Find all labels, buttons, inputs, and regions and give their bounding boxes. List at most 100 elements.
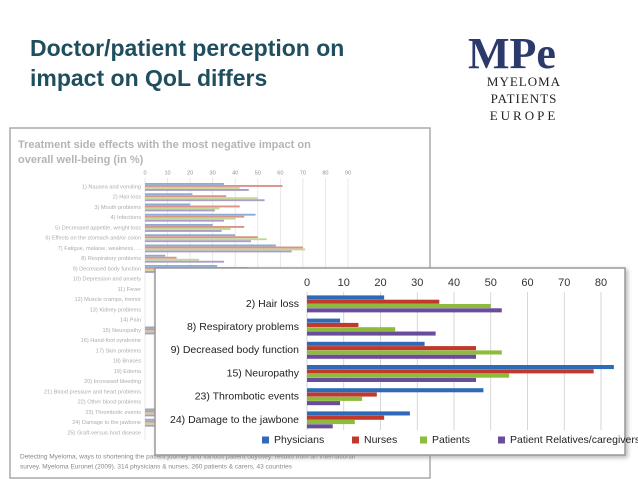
bar xyxy=(145,197,258,200)
bar xyxy=(307,415,385,420)
x-tick-label: 20 xyxy=(374,277,386,289)
bar xyxy=(307,299,440,304)
bar xyxy=(145,195,227,198)
bar xyxy=(307,396,363,401)
legend-swatch xyxy=(352,436,359,444)
category-label: 13) Kidney problems xyxy=(90,307,142,313)
bar xyxy=(145,187,240,189)
bar xyxy=(145,213,256,216)
x-tick-label: 0 xyxy=(304,277,310,289)
bar xyxy=(145,236,258,239)
x-tick-label: 0 xyxy=(143,170,146,176)
bar xyxy=(145,228,231,230)
bar xyxy=(145,205,240,208)
category-label: 4) Infections xyxy=(111,215,142,221)
category-label: 24) Damage to the jawbone xyxy=(170,414,299,426)
x-tick-label: 40 xyxy=(448,277,460,289)
logo: MPe MYELOMA PATIENTS EUROPE xyxy=(468,29,560,123)
x-tick-label: 50 xyxy=(485,277,497,289)
bar xyxy=(145,244,276,247)
bars xyxy=(307,295,614,429)
bar xyxy=(307,318,341,323)
chart-title: Treatment side effects with the most neg… xyxy=(18,139,311,151)
logo-mark: MPe xyxy=(468,29,556,78)
bar xyxy=(145,238,267,241)
category-label: 18) Bruises xyxy=(113,359,141,365)
x-tick-label: 40 xyxy=(232,170,238,176)
bar xyxy=(307,346,477,351)
category-label: 5) Decreased appetite, weight loss xyxy=(55,225,141,231)
x-tick-label: 10 xyxy=(164,170,170,176)
category-label: 8) Respiratory problems xyxy=(187,321,299,333)
bar xyxy=(145,260,224,263)
category-label: 7) Fatigue, malaise, weakness, ... xyxy=(58,246,142,252)
source-note: Detecting Myeloma, ways to shortening th… xyxy=(20,454,355,461)
category-label: 21) Blood pressure and heart problems xyxy=(44,389,141,395)
bar xyxy=(145,250,292,253)
x-tick-label: 20 xyxy=(187,170,193,176)
category-label: 1) Nausea and vomiting xyxy=(82,184,141,190)
category-label: 15) Neuropathy xyxy=(102,328,141,334)
slide-title: Doctor/patient perception on xyxy=(30,35,344,61)
x-tick-label: 70 xyxy=(558,277,570,289)
bar xyxy=(145,199,265,202)
bar xyxy=(307,388,484,393)
bar xyxy=(145,224,213,226)
bar xyxy=(307,420,355,425)
category-label: 9) Decreased body function xyxy=(73,266,141,272)
bar xyxy=(145,185,283,187)
bar xyxy=(145,230,222,232)
bar xyxy=(307,322,359,327)
zoom-chart: 0 10 20 30 40 50 60 70 80 2) Hair loss 8) Respirat… xyxy=(170,277,638,446)
bar xyxy=(145,258,200,261)
category-label: 14) Pain xyxy=(120,318,141,324)
category-label: 16) Hand-foot syndrome xyxy=(81,338,141,344)
bar xyxy=(145,234,236,237)
bar xyxy=(307,373,510,378)
category-label: 24) Damage to the jawbone xyxy=(72,420,141,426)
legend-label: Patients xyxy=(432,434,470,446)
bar xyxy=(307,295,385,300)
logo-text: PATIENTS xyxy=(491,91,558,106)
bar xyxy=(307,392,377,397)
bar xyxy=(145,189,249,191)
bar xyxy=(307,354,477,359)
category-label: 10) Depression and anxiety xyxy=(73,277,141,283)
chart-title: overall well-being (in %) xyxy=(18,154,144,166)
legend-swatch xyxy=(262,436,269,444)
category-label: 9) Decreased body function xyxy=(171,344,300,356)
bar xyxy=(307,424,333,429)
bar xyxy=(145,207,220,210)
bar xyxy=(145,183,224,185)
category-label: 20) Increased bleeding xyxy=(84,379,141,385)
bar xyxy=(145,248,306,251)
category-label: 22) Other blood problems xyxy=(78,400,142,406)
bar xyxy=(307,365,614,370)
category-label: 6) Effects on the stomach and/or colon xyxy=(45,236,141,242)
bar xyxy=(145,203,191,206)
category-label: 11) Fever xyxy=(117,287,141,293)
x-tick-label: 90 xyxy=(345,170,351,176)
bar xyxy=(145,193,193,196)
legend-swatch xyxy=(498,436,505,444)
x-tick-label: 60 xyxy=(521,277,533,289)
category-label: 23) Thrombotic events xyxy=(195,391,299,403)
bar xyxy=(145,254,166,257)
bar xyxy=(307,341,425,346)
bar xyxy=(307,377,477,382)
bar xyxy=(145,265,218,267)
bar xyxy=(145,246,303,249)
legend-label: Physicians xyxy=(274,434,324,446)
category-label: 23) Thrombotic events xyxy=(85,410,141,416)
bar xyxy=(145,219,224,222)
bar xyxy=(307,369,594,374)
bar xyxy=(145,240,252,243)
category-label: 8) Respiratory problems xyxy=(81,256,141,262)
bar xyxy=(307,304,491,309)
slide-title: impact on QoL differs xyxy=(30,65,267,91)
bar xyxy=(145,209,215,212)
category-label: 25) Graft-versus-host disease xyxy=(67,430,141,436)
category-label: 2) Hair loss xyxy=(113,195,141,201)
source-note: survey. Myeloma Euronet (2009). 314 phys… xyxy=(20,464,293,471)
